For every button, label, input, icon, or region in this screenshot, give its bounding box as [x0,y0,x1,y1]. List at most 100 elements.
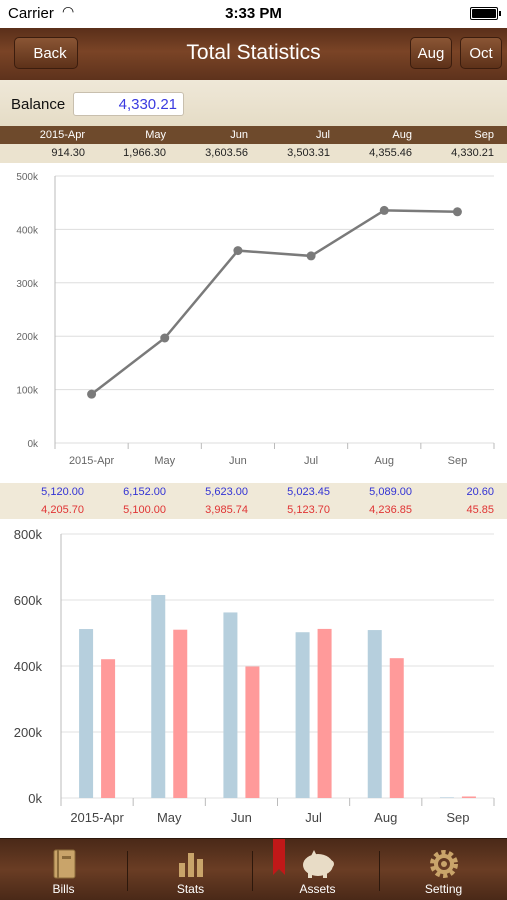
y-tick-label: 400k [14,659,43,674]
expense-cell: 4,205.70 [41,504,84,516]
expense-cell: 5,100.00 [123,504,166,516]
gear-icon [429,850,458,878]
status-bar: Carrier ◠ 3:33 PM [0,0,507,28]
x-tick-label: Jul [304,455,318,467]
y-tick-label: 400k [16,225,39,236]
expense-cell: 3,985.74 [205,504,248,516]
y-tick-label: 0k [27,439,39,450]
expense-bar [389,658,404,798]
month-header-cell: Jun [230,129,248,141]
tab-assets-label: Assets [299,882,336,896]
month-header-cell: 2015-Apr [39,129,85,141]
x-tick-label: 2015-Apr [69,455,115,467]
monthly-balance-cell: 3,603.56 [205,147,248,159]
monthly-balance-cell: 4,330.21 [451,147,494,159]
x-tick-label: Aug [374,455,394,467]
y-tick-label: 200k [16,332,39,343]
income-bar [79,629,94,798]
month-header-cell: Jul [315,129,330,141]
x-tick-label: May [157,810,182,825]
x-tick-label: Aug [374,810,397,825]
tab-setting-label: Setting [424,882,463,896]
expense-bar [173,629,188,798]
notebook-icon [53,849,75,879]
expense-cell: 4,236.85 [369,504,412,516]
y-tick-label: 600k [14,593,43,608]
balance-row: Balance 4,330.21 [0,80,507,126]
y-tick-label: 100k [16,386,39,397]
expense-cell: 45.85 [466,504,494,516]
expense-bar [101,659,116,798]
income-cell: 5,023.45 [287,486,330,498]
income-bar [367,630,382,798]
tab-setting[interactable]: Setting [380,839,507,900]
monthly-balance-cell: 3,503.31 [287,147,330,159]
x-tick-label: Sep [448,455,468,467]
battery-icon [470,7,501,20]
income-cell: 5,120.00 [41,486,84,498]
next-month-button[interactable]: Oct [460,37,502,69]
y-tick-label: 200k [14,725,43,740]
x-tick-label: Jul [305,810,322,825]
income-bar [223,612,238,798]
wifi-icon: ◠ [62,3,75,19]
data-point [87,389,97,399]
y-tick-label: 800k [14,527,43,542]
income-expense-rows: 5,120.00 6,152.00 5,623.00 5,023.45 5,08… [0,483,507,519]
data-point [306,251,316,261]
income-bar [295,632,310,798]
month-header-cell: May [145,129,166,141]
expense-bar [245,666,260,798]
previous-month-button[interactable]: Aug [410,37,452,69]
month-header-cell: Aug [392,129,412,141]
monthly-balance-cell: 4,355.46 [369,147,412,159]
income-bar [151,594,166,798]
monthly-balance-row: 914.30 1,966.30 3,603.56 3,503.31 4,355.… [0,144,507,163]
income-bar [439,797,454,798]
expense-bar [461,796,476,798]
expense-cell: 5,123.70 [287,504,330,516]
data-point [233,246,243,256]
page-title: Total Statistics [186,41,321,64]
tab-bills-label: Bills [52,882,75,896]
back-button[interactable]: Back [14,37,78,69]
x-tick-label: Jun [229,455,247,467]
monthly-balance-cell: 914.30 [51,147,85,159]
income-cell: 5,089.00 [369,486,412,498]
balance-value: 4,330.21 [73,92,184,116]
y-tick-label: 500k [16,172,39,183]
carrier-label: Carrier [8,5,54,22]
income-cell: 20.60 [466,486,494,498]
month-header-row: 2015-Apr May Jun Jul Aug Sep [0,126,507,144]
x-tick-label: Jun [231,810,252,825]
x-tick-label: Sep [446,810,469,825]
month-header-cell: Sep [474,129,494,141]
tab-bills[interactable]: Bills [0,839,127,900]
tab-stats-label: Stats [176,882,205,896]
tab-bar: Bills Stats Assets Setting [0,838,507,900]
data-point [160,333,170,343]
tab-stats[interactable]: Stats [127,839,254,900]
x-tick-label: May [154,455,175,467]
balance-label: Balance [11,96,66,113]
income-expense-bar-chart: 0k 200k 400k 600k 800k 2015-Apr May Jun Jul Aug Se… [14,527,495,825]
balance-line-chart: 0k 100k 200k 300k 400k 500k 2015-Apr May Jun Jul A… [16,172,495,467]
tab-assets[interactable]: Assets [254,839,381,900]
status-time: 3:33 PM [225,5,282,22]
bar-chart-icon [178,853,203,877]
income-cell: 6,152.00 [123,486,166,498]
expense-row: 4,205.70 5,100.00 3,985.74 5,123.70 4,23… [0,501,507,519]
monthly-balance-cell: 1,966.30 [123,147,166,159]
y-tick-label: 0k [28,791,42,806]
series-line [90,209,458,396]
data-point [379,205,389,215]
navigation-bar: Back Total Statistics Aug Oct [0,28,507,80]
piggy-bank-icon [302,850,334,878]
y-tick-label: 300k [16,279,39,290]
active-tab-ribbon [273,839,285,875]
x-tick-label: 2015-Apr [70,810,124,825]
income-cell: 5,623.00 [205,486,248,498]
data-point [452,207,462,217]
income-row: 5,120.00 6,152.00 5,623.00 5,023.45 5,08… [0,483,507,501]
expense-bar [317,628,332,798]
